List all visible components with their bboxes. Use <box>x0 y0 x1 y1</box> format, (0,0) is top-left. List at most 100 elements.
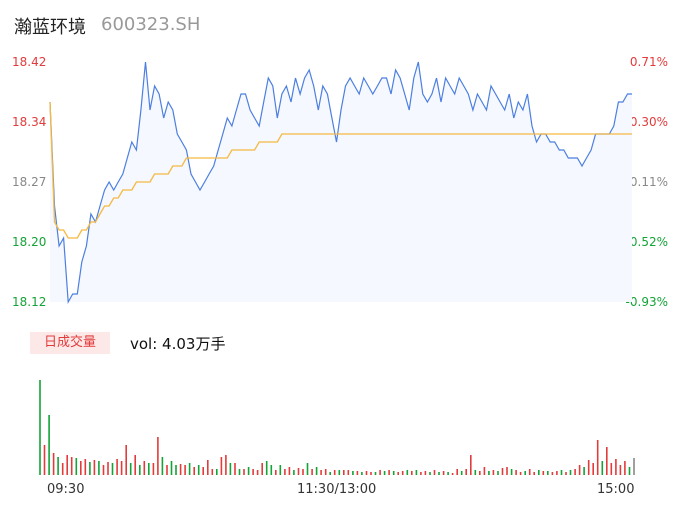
pct-tick-label: -0.52% <box>625 235 668 249</box>
volume-bar <box>216 469 218 475</box>
volume-bar <box>111 463 114 475</box>
price-series-line <box>49 61 632 305</box>
volume-bar <box>624 461 626 475</box>
volume-bar <box>361 472 363 475</box>
volume-bar <box>293 470 295 475</box>
volume-bar <box>596 440 599 475</box>
volume-bar <box>547 471 549 475</box>
volume-bar <box>324 469 327 475</box>
volume-bar <box>80 461 82 475</box>
volume-bar <box>569 470 572 475</box>
volume-bar <box>501 468 504 475</box>
volume-bar <box>411 471 413 475</box>
volume-bar <box>107 462 109 475</box>
volume-bar <box>152 463 155 475</box>
volume-bar <box>98 461 100 475</box>
volume-bar <box>560 470 563 475</box>
pct-tick-label: -0.93% <box>625 295 668 309</box>
volume-bar <box>470 455 472 475</box>
volume-bar <box>533 472 535 475</box>
volume-bar <box>116 459 118 475</box>
volume-bar <box>479 471 481 475</box>
volume-bar <box>456 469 458 475</box>
volume-bar <box>252 469 254 475</box>
volume-bar <box>193 467 195 475</box>
price-tick-label: 18.42 <box>12 55 47 69</box>
volume-bar <box>261 463 263 475</box>
volume-bar <box>315 467 318 475</box>
volume-bar <box>139 465 141 475</box>
volume-bar <box>370 472 372 475</box>
volume-bar <box>66 455 68 475</box>
volume-bar <box>57 457 59 475</box>
volume-bar <box>170 461 173 475</box>
volume-bar <box>633 458 635 475</box>
volume-bar <box>506 467 508 475</box>
volume-bar <box>148 463 150 475</box>
volume-bar <box>279 465 282 475</box>
volume-bar <box>583 467 585 475</box>
volume-bar <box>333 470 336 475</box>
volume-bar <box>125 445 127 475</box>
stock-code: 600323.SH <box>101 14 201 35</box>
volume-bar <box>102 465 105 475</box>
volume-bar <box>229 463 232 475</box>
volume-bar <box>538 470 540 475</box>
volume-bar <box>447 472 449 475</box>
volume-bar <box>424 471 427 475</box>
time-tick-label: 11:30/13:00 <box>297 482 377 497</box>
volume-bar <box>347 470 350 475</box>
volume-bar <box>574 469 576 475</box>
volume-bar <box>460 471 463 475</box>
volume-bar <box>429 472 431 475</box>
volume-bar <box>275 470 277 475</box>
volume-bar <box>392 471 395 475</box>
volume-bar <box>497 471 499 475</box>
volume-bar <box>129 463 132 475</box>
volume-bar <box>134 455 136 475</box>
price-tick-label: 18.27 <box>12 175 47 189</box>
volume-bar <box>39 380 41 475</box>
volume-bar <box>211 469 214 475</box>
volume-bar <box>161 457 164 475</box>
price-tick-label: 18.20 <box>12 235 47 249</box>
volume-bar <box>52 453 55 475</box>
volume-bar <box>592 463 594 475</box>
volume-bar <box>442 471 445 475</box>
price-area <box>50 62 632 302</box>
pct-tick-label: 0.30% <box>629 115 668 129</box>
volume-bar <box>238 469 241 475</box>
volume-bar <box>401 471 404 475</box>
volume-bar <box>234 463 236 475</box>
volume-bar <box>329 472 331 475</box>
volume-bar <box>202 467 204 475</box>
volume-bar <box>157 437 159 475</box>
volume-bar <box>184 465 186 475</box>
volume-bar <box>492 470 495 475</box>
volume-bar <box>379 470 381 475</box>
volume-bar <box>256 470 259 475</box>
volume-bar <box>628 467 631 475</box>
volume-bar <box>365 471 368 475</box>
volume-tab[interactable]: 日成交量 <box>30 332 110 354</box>
volume-bar <box>207 460 209 475</box>
volume-bar <box>510 469 513 475</box>
volume-bar <box>374 472 377 475</box>
volume-bar <box>551 472 554 475</box>
volume-bar <box>120 461 123 475</box>
volume-bar <box>197 465 200 475</box>
volume-bar <box>433 470 436 475</box>
volume-bar <box>306 463 309 475</box>
volume-bar <box>270 465 273 475</box>
volume-bar <box>297 468 300 475</box>
volume-bar <box>601 461 604 475</box>
volume-bar <box>578 465 581 475</box>
volume-bar <box>474 470 477 475</box>
volume-bar <box>243 469 245 475</box>
volume-summary: vol: 4.03万手 <box>130 335 226 353</box>
volume-bar <box>542 471 545 475</box>
volume-bar <box>311 469 313 475</box>
volume-bar <box>61 463 64 475</box>
price-tick-label: 18.34 <box>12 115 47 129</box>
